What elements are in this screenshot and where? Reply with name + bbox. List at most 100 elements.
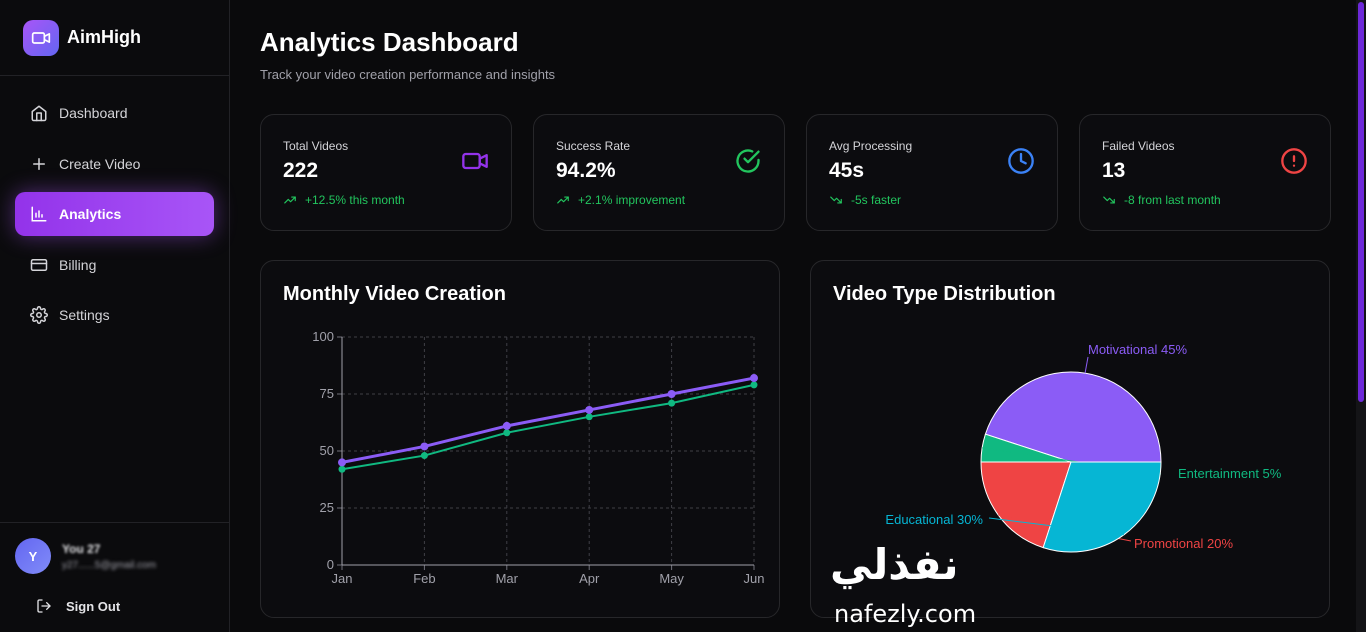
pie-label-leader (1084, 356, 1089, 374)
data-point (585, 405, 594, 414)
main-content: Analytics Dashboard Track your video cre… (230, 0, 1356, 632)
sidebar-nav: Dashboard Create Video Analytics Billing… (0, 76, 229, 337)
trending-up-icon (557, 196, 569, 204)
brand-name: AimHigh (67, 27, 141, 47)
series-line (341, 376, 755, 464)
data-point (420, 452, 428, 460)
stat-card-success-rate: Success Rate 94.2% +2.1% improvement (533, 114, 785, 231)
sidebar-item-settings[interactable]: Settings (15, 293, 214, 337)
pie-slice-label: Motivational 45% (1088, 342, 1187, 357)
sign-out-button[interactable]: Sign Out (0, 574, 229, 614)
credit-card-icon (30, 258, 48, 271)
stat-label: Success Rate (556, 139, 631, 153)
trending-down-icon (1103, 196, 1115, 204)
video-icon (462, 152, 488, 170)
user-name: You 27 (62, 541, 101, 556)
stat-card-failed-videos: Failed Videos 13 -8 from last month (1079, 114, 1331, 231)
sidebar-item-label: Dashboard (59, 105, 128, 121)
stat-trend: -8 from last month (1102, 193, 1221, 207)
data-point (502, 421, 511, 430)
stat-value: 94.2% (556, 159, 616, 182)
stat-card-total-videos: Total Videos 222 +12.5% this month (260, 114, 512, 231)
pie-slice (984, 371, 1162, 463)
stat-trend-text: -5s faster (851, 193, 902, 207)
sign-out-label: Sign Out (66, 598, 121, 614)
panel-title: Monthly Video Creation (283, 283, 506, 305)
sidebar-item-label: Analytics (59, 206, 122, 222)
trending-down-icon (830, 196, 842, 204)
data-point (338, 465, 346, 473)
stat-label: Failed Videos (1102, 139, 1175, 153)
gear-icon (30, 306, 48, 324)
video-type-distribution-panel: Video Type Distribution Motivational 45%… (810, 260, 1330, 618)
stat-card-avg-processing: Avg Processing 45s -5s faster (806, 114, 1058, 231)
alert-circle-icon (1281, 148, 1307, 174)
watermark-latin: nafezly.com (834, 600, 977, 628)
sidebar-item-label: Billing (59, 256, 97, 273)
x-tick-label: May (659, 571, 684, 586)
page-title: Analytics Dashboard (260, 27, 519, 57)
stat-trend: -5s faster (829, 193, 901, 207)
y-tick-label: 25 (320, 500, 334, 515)
data-point (585, 413, 593, 421)
y-tick-label: 100 (312, 329, 334, 344)
sidebar-item-create-video[interactable]: Create Video (15, 142, 214, 186)
user-info: You 27 y27......5@gmail.com (62, 542, 156, 571)
monthly-video-creation-panel: Monthly Video Creation 0 25 50 75 100 Jan Feb M… (260, 260, 780, 618)
data-point (420, 442, 429, 451)
x-tick-label: Feb (413, 571, 435, 586)
data-point (750, 381, 758, 389)
data-point (667, 390, 676, 398)
sidebar-item-analytics[interactable]: Analytics (15, 192, 214, 236)
data-point (503, 429, 511, 437)
pie-label-leader (988, 517, 1124, 536)
clock-icon (1008, 148, 1034, 174)
page-subtitle: Track your video creation performance an… (260, 67, 556, 82)
y-tick-label: 50 (320, 443, 334, 458)
pie-chart: Motivational 45% Entertainment 5% Promotio… (885, 342, 1282, 553)
stat-trend: +12.5% this month (283, 193, 405, 207)
log-out-icon (37, 599, 51, 613)
stat-label: Avg Processing (829, 139, 913, 153)
y-tick-label: 0 (327, 557, 334, 572)
brand[interactable]: AimHigh (0, 0, 229, 76)
stat-value: 222 (283, 159, 319, 182)
sidebar-item-label: Settings (59, 307, 110, 323)
watermark-arabic: نفذلي (830, 540, 959, 589)
stat-trend-text: -8 from last month (1124, 193, 1221, 207)
pie-slice-label: Entertainment 5% (1178, 466, 1282, 481)
x-tick-label: Jun (744, 571, 765, 586)
sidebar-item-billing[interactable]: Billing (15, 243, 214, 287)
sidebar-item-dashboard[interactable]: Dashboard (15, 91, 214, 135)
pie-slice-label: Educational 30% (885, 512, 983, 527)
panel-title: Video Type Distribution (833, 283, 1056, 305)
bar-chart-icon (31, 206, 47, 222)
data-point (750, 374, 758, 383)
sidebar: AimHigh Dashboard Create Video Analytics… (0, 0, 230, 632)
plus-icon (33, 157, 45, 170)
x-tick-label: Jan (332, 571, 353, 586)
stat-trend: +2.1% improvement (556, 193, 685, 207)
page-scrollbar[interactable] (1356, 0, 1366, 632)
user-area: Y You 27 y27......5@gmail.com Sign Out (0, 522, 229, 632)
home-icon (31, 105, 47, 122)
trending-up-icon (284, 196, 296, 204)
line-chart: 0 25 50 75 100 Jan Feb Mar Apr May Jun (312, 329, 765, 586)
stat-value: 45s (829, 159, 865, 182)
stat-trend-text: +12.5% this month (305, 193, 405, 207)
watermark: نفذلي nafezly.com (830, 540, 1010, 632)
user-profile[interactable]: Y You 27 y27......5@gmail.com (0, 523, 229, 574)
y-tick-label: 75 (320, 386, 334, 401)
data-point (338, 458, 346, 467)
pie-slice-label: Promotional 20% (1134, 536, 1233, 551)
user-email: y27......5@gmail.com (62, 559, 157, 571)
avatar: Y (15, 538, 51, 574)
check-circle-icon (736, 149, 760, 173)
stat-value: 13 (1102, 159, 1126, 182)
sidebar-item-label: Create Video (59, 155, 141, 172)
stat-label: Total Videos (283, 139, 349, 153)
x-tick-label: Mar (496, 571, 519, 586)
series-line (341, 383, 755, 471)
scrollbar-thumb[interactable] (1358, 2, 1364, 402)
